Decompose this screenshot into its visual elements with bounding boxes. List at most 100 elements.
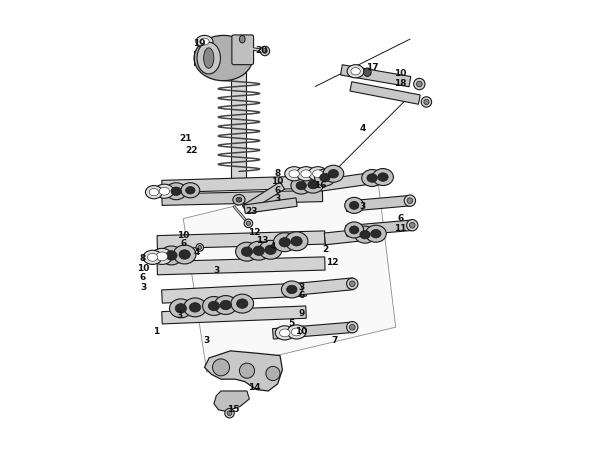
Text: 3: 3 (275, 194, 281, 203)
Polygon shape (162, 190, 323, 205)
Text: 2: 2 (322, 245, 328, 254)
Ellipse shape (367, 174, 378, 182)
Polygon shape (204, 351, 282, 391)
FancyBboxPatch shape (232, 35, 253, 65)
Text: 1: 1 (153, 327, 160, 336)
Ellipse shape (208, 301, 220, 311)
Ellipse shape (253, 246, 264, 256)
Circle shape (349, 281, 355, 286)
Polygon shape (183, 171, 396, 372)
Ellipse shape (143, 250, 162, 265)
Polygon shape (157, 231, 325, 249)
Text: 11: 11 (394, 224, 407, 233)
Text: 21: 21 (179, 134, 192, 143)
Ellipse shape (313, 170, 323, 178)
Ellipse shape (347, 65, 364, 78)
Text: 6: 6 (275, 186, 281, 195)
Ellipse shape (189, 303, 201, 312)
Polygon shape (162, 283, 307, 303)
Ellipse shape (345, 197, 364, 213)
Text: 23: 23 (245, 207, 258, 216)
Text: 4: 4 (270, 242, 276, 251)
Ellipse shape (194, 36, 253, 81)
Text: 6: 6 (397, 214, 403, 223)
Ellipse shape (354, 226, 375, 243)
Circle shape (196, 244, 204, 251)
Polygon shape (244, 198, 297, 213)
Circle shape (260, 46, 270, 56)
Ellipse shape (185, 187, 195, 194)
Ellipse shape (166, 183, 187, 200)
Ellipse shape (364, 68, 371, 76)
Text: 22: 22 (185, 146, 198, 155)
Polygon shape (324, 227, 382, 245)
Circle shape (417, 81, 422, 87)
Polygon shape (162, 176, 323, 193)
Circle shape (407, 198, 412, 203)
Ellipse shape (285, 232, 308, 251)
Ellipse shape (301, 170, 311, 178)
Circle shape (212, 359, 230, 376)
Text: 3: 3 (177, 311, 183, 320)
Text: 9: 9 (298, 309, 304, 318)
Ellipse shape (349, 226, 359, 234)
Ellipse shape (181, 183, 200, 198)
Text: 6: 6 (180, 238, 186, 247)
Circle shape (406, 219, 418, 231)
Text: 3: 3 (298, 283, 304, 292)
Circle shape (244, 219, 253, 228)
Circle shape (414, 78, 425, 90)
Text: 20: 20 (255, 47, 267, 56)
Ellipse shape (175, 304, 187, 313)
Text: 10: 10 (295, 327, 307, 336)
Ellipse shape (149, 189, 159, 196)
Text: 12: 12 (248, 228, 260, 238)
Ellipse shape (170, 299, 192, 318)
Text: 16: 16 (314, 181, 326, 190)
Ellipse shape (303, 176, 324, 193)
Ellipse shape (197, 42, 220, 74)
Ellipse shape (274, 233, 296, 252)
Ellipse shape (287, 325, 306, 339)
Circle shape (239, 363, 255, 378)
Circle shape (346, 322, 358, 333)
Ellipse shape (279, 238, 291, 247)
Ellipse shape (203, 296, 225, 315)
Ellipse shape (315, 169, 335, 186)
Circle shape (266, 366, 280, 380)
Text: 8: 8 (275, 169, 281, 178)
Text: 17: 17 (366, 63, 378, 72)
Ellipse shape (360, 230, 370, 239)
Text: 10: 10 (137, 264, 149, 273)
Ellipse shape (308, 180, 318, 189)
Polygon shape (346, 220, 412, 236)
Ellipse shape (173, 245, 196, 264)
Ellipse shape (373, 169, 394, 186)
Ellipse shape (297, 167, 315, 181)
Ellipse shape (241, 247, 253, 256)
Circle shape (225, 408, 234, 418)
Ellipse shape (275, 326, 294, 340)
Text: 5: 5 (289, 319, 295, 328)
Ellipse shape (159, 187, 170, 195)
Ellipse shape (214, 295, 237, 314)
Ellipse shape (328, 170, 338, 178)
Text: 3: 3 (140, 283, 146, 292)
Circle shape (263, 48, 267, 53)
Polygon shape (272, 322, 354, 339)
Text: 4: 4 (359, 124, 366, 133)
Ellipse shape (179, 250, 190, 259)
Ellipse shape (171, 187, 181, 196)
Ellipse shape (166, 251, 177, 260)
Circle shape (246, 221, 250, 226)
Ellipse shape (308, 167, 327, 181)
Ellipse shape (220, 300, 231, 310)
Ellipse shape (296, 181, 307, 190)
Circle shape (346, 278, 358, 289)
Circle shape (349, 324, 355, 330)
Ellipse shape (282, 281, 302, 298)
Ellipse shape (231, 294, 253, 313)
Text: 10: 10 (177, 231, 189, 240)
Ellipse shape (371, 229, 381, 238)
Ellipse shape (239, 36, 245, 43)
